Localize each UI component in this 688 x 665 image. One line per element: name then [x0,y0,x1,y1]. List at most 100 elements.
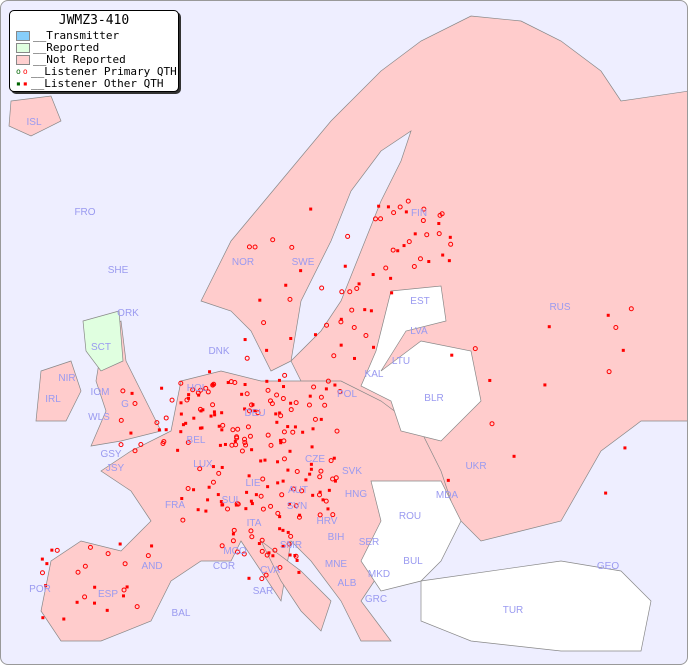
listener-primary-marker [258,493,264,499]
listener-primary-marker [260,506,266,512]
listener-other-marker [181,423,185,427]
listener-other-marker [308,394,312,398]
listener-primary-marker [82,594,88,600]
country-label-hrv: HRV [316,516,338,527]
listener-primary-marker [349,307,355,313]
listener-primary-marker [437,212,443,218]
listener-other-marker [211,383,215,387]
listener-other-marker [286,425,290,429]
listener-other-marker [223,442,227,446]
listener-primary-marker [406,239,412,245]
country-label-ltu: LTU [391,356,411,367]
listener-primary-marker [243,442,249,448]
listener-primary-marker [420,218,426,224]
country-label-nir: NIR [58,373,76,384]
listener-other-marker [121,594,125,598]
listener-other-marker [247,576,251,580]
listener-primary-marker [317,474,323,480]
country-label-tur: TUR [502,605,524,616]
listener-primary-marker [354,285,360,291]
country-label-bal: BAL [171,608,191,619]
legend-title: JWMZ3-410 [58,13,130,28]
listener-primary-marker [269,401,275,407]
listener-primary-marker [210,382,216,388]
country-label-wls: WLS [88,412,110,423]
listener-primary-marker [197,466,203,472]
listener-primary-marker [272,547,278,553]
listener-other-marker [200,426,204,430]
listener-other-marker [258,298,262,302]
listener-primary-marker [318,394,324,400]
listener-primary-marker [312,416,318,422]
listener-other-marker [304,478,308,482]
listener-primary-marker [121,587,127,593]
listener-primary-marker [244,391,250,397]
listener-other-marker [446,478,450,482]
listener-other-marker [62,617,66,621]
not-reported-swatch [16,55,30,65]
listener-other-marker [278,515,282,519]
listener-other-marker [396,249,400,253]
country-label-iom: IOM [90,387,110,398]
listener-primary-marker [230,538,236,544]
turkey-unreported [420,560,652,652]
listener-primary-marker [235,549,241,555]
listener-primary-marker [105,551,111,557]
listener-primary-marker [436,231,442,237]
listener-other-marker [220,465,224,469]
listener-primary-marker [281,429,287,435]
country-label-isl: ISL [26,117,42,128]
listener-other-marker [184,421,188,425]
listener-other-marker [179,401,183,405]
listener-primary-marker [210,402,216,408]
listener-other-marker [488,378,492,382]
listener-other-marker [180,497,184,501]
listener-other-marker [240,392,244,396]
listener-primary-marker [411,264,417,270]
country-label-jsy: JSY [105,463,125,474]
listener-other-marker [343,264,347,268]
listener-primary-marker [229,442,235,448]
baltic-unreported [360,285,482,442]
listener-primary-marker [39,570,45,576]
listener-other-marker [192,488,196,492]
listener-other-marker [437,222,441,226]
country-label-por: POR [29,584,51,595]
country-label-ork: ORK [117,308,139,319]
listener-primary-marker [363,332,369,338]
listener-primary-marker [322,402,328,408]
country-label-sar: SAR [252,586,274,597]
listener-other-marker [265,348,269,352]
listener-primary-marker [134,604,140,610]
listener-primary-marker [261,320,267,326]
listener-other-marker [402,244,406,248]
listener-primary-marker [245,424,251,430]
listener-other-marker [44,584,48,588]
listener-other-marker [363,308,367,312]
listener-primary-marker [339,289,345,295]
listener-primary-marker [242,436,248,442]
listener-primary-marker [391,210,397,216]
country-label-mne: MNE [324,559,348,570]
listener-other-marker [623,446,627,450]
listener-other-marker [389,276,393,280]
listener-other-marker [309,207,313,211]
listener-primary-marker [294,469,300,475]
listener-other-marker [318,490,322,494]
listener-primary-marker [323,498,329,504]
listener-primary-marker [390,247,396,253]
listener-other-marker [311,427,315,431]
listener-other-marker [309,462,313,466]
listener-primary-marker [216,470,222,476]
listener-primary-marker [277,564,283,570]
listener-other-marker [377,204,381,208]
listener-primary-marker [244,355,250,361]
listener-primary-marker [424,232,430,238]
listener-other-marker [512,454,516,458]
listener-other-marker [157,428,161,432]
listener-other-marker [282,385,286,389]
listener-other-marker [179,412,183,416]
country-label-nor: NOR [231,257,255,268]
